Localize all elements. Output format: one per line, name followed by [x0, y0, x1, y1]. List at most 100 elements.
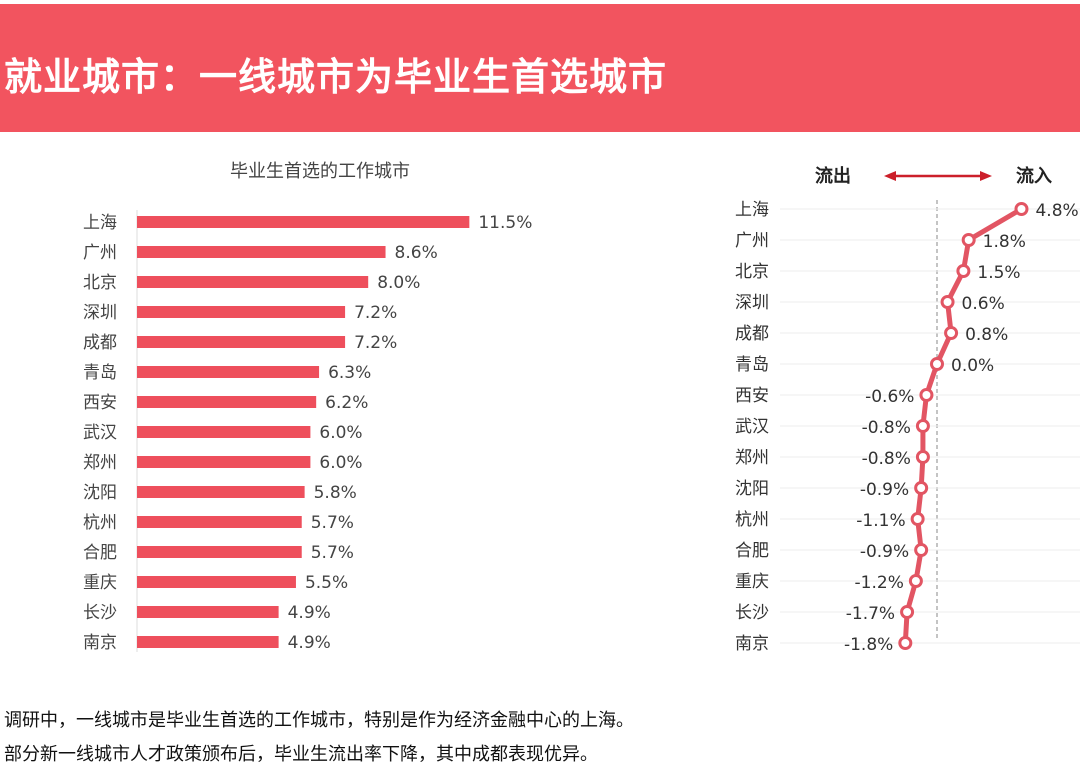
data-point [915, 419, 930, 433]
data-point [914, 481, 929, 495]
bar-value-label: 5.7% [311, 543, 354, 563]
bar-value-label: 5.7% [311, 513, 354, 533]
bar-value-label: 8.6% [395, 243, 438, 263]
bar-value-label: 8.0% [377, 273, 420, 293]
bar-value-label: 6.3% [328, 363, 371, 383]
bar-category-label: 北京 [83, 273, 117, 293]
bar-category-label: 西安 [83, 393, 117, 413]
bar-category-label: 深圳 [83, 303, 117, 323]
legend-outflow: 流出 [815, 165, 851, 187]
bar-value-label: 7.2% [354, 333, 397, 353]
data-point [898, 636, 913, 650]
data-point [915, 450, 930, 464]
bar-chart-title: 毕业生首选的工作城市 [230, 161, 410, 182]
data-point [956, 264, 971, 278]
line-category-label: 南京 [735, 634, 769, 654]
bar-value-label: 4.9% [288, 633, 331, 653]
data-point [961, 233, 976, 247]
line-value-label: -1.8% [844, 635, 893, 655]
line-value-label: -1.2% [855, 573, 904, 593]
bar-category-label: 上海 [83, 213, 117, 233]
line-value-label: 0.6% [962, 294, 1005, 314]
arrow-left-icon [884, 171, 896, 181]
line-category-label: 沈阳 [735, 479, 769, 499]
bar [137, 396, 317, 408]
bar-category-label: 重庆 [83, 573, 117, 593]
line-category-label: 合肥 [735, 541, 769, 561]
bar-category-label: 郑州 [83, 453, 117, 473]
bar [137, 576, 296, 588]
line-value-label: -0.9% [860, 480, 909, 500]
arrow-right-icon [980, 171, 992, 181]
line-value-label: -0.8% [862, 449, 911, 469]
line-value-label: 1.8% [983, 232, 1026, 252]
bar [137, 426, 311, 438]
line-value-label: -0.6% [865, 387, 914, 407]
bar-value-label: 7.2% [354, 303, 397, 323]
bar [137, 486, 305, 498]
line-value-label: 0.0% [951, 356, 994, 376]
bar-value-label: 6.0% [319, 453, 362, 473]
page-title: 就业城市：一线城市为毕业生首选城市 [4, 55, 668, 99]
line-category-label: 重庆 [735, 572, 769, 592]
line-value-label: 4.8% [1035, 201, 1078, 221]
bar [137, 216, 470, 228]
line-category-label: 杭州 [735, 510, 769, 530]
note-line-2: 部分新一线城市人才政策颁布后，毕业生流出率下降，其中成都表现优异。 [4, 744, 598, 765]
data-point [919, 388, 934, 402]
note-line-1: 调研中，一线城市是毕业生首选的工作城市，特别是作为经济金融中心的上海。 [4, 710, 634, 731]
bar-value-label: 6.2% [325, 393, 368, 413]
data-point [944, 326, 959, 340]
line-value-label: -1.7% [846, 604, 895, 624]
bar [137, 336, 346, 348]
data-point [908, 574, 923, 588]
bar [137, 456, 311, 468]
line-category-label: 长沙 [735, 603, 769, 623]
line-category-label: 广州 [735, 231, 769, 251]
bar [137, 246, 386, 258]
bar-category-label: 青岛 [83, 363, 117, 383]
line-category-label: 深圳 [735, 293, 769, 313]
bar [137, 306, 346, 318]
line-category-label: 武汉 [735, 417, 769, 437]
data-point [914, 543, 929, 557]
data-point [940, 295, 955, 309]
data-point [900, 605, 915, 619]
line-category-label: 青岛 [735, 355, 769, 375]
bar [137, 366, 320, 378]
bar [137, 276, 369, 288]
line-category-label: 郑州 [735, 448, 769, 468]
bar [137, 606, 279, 618]
line-value-label: -0.8% [862, 418, 911, 438]
line-value-label: -0.9% [860, 542, 909, 562]
bar-category-label: 杭州 [83, 513, 117, 533]
bar-category-label: 南京 [83, 633, 117, 653]
bar [137, 516, 302, 528]
bar-value-label: 6.0% [319, 423, 362, 443]
bar-value-label: 4.9% [288, 603, 331, 623]
bar-category-label: 广州 [83, 243, 117, 263]
line-category-label: 成都 [735, 324, 769, 344]
line-category-label: 北京 [735, 262, 769, 282]
line-value-label: -1.1% [856, 511, 905, 531]
header-banner: 就业城市：一线城市为毕业生首选城市 [0, 4, 1080, 132]
bar [137, 546, 302, 558]
bar-category-label: 长沙 [83, 603, 117, 623]
bar-category-label: 沈阳 [83, 483, 117, 503]
bar [137, 636, 279, 648]
bar-category-label: 武汉 [83, 423, 117, 443]
line-value-label: 0.8% [965, 325, 1008, 345]
data-point [910, 512, 925, 526]
line-category-label: 上海 [735, 200, 769, 220]
data-point [930, 357, 944, 371]
bar-category-label: 合肥 [83, 543, 117, 563]
bar-value-label: 5.5% [305, 573, 348, 593]
bar-value-label: 5.8% [314, 483, 357, 503]
legend-inflow: 流入 [1016, 165, 1052, 187]
data-point [1014, 202, 1029, 216]
line-value-label: 1.5% [977, 263, 1020, 283]
bar-category-label: 成都 [83, 333, 117, 353]
bar-value-label: 11.5% [478, 213, 532, 233]
line-category-label: 西安 [735, 386, 769, 406]
